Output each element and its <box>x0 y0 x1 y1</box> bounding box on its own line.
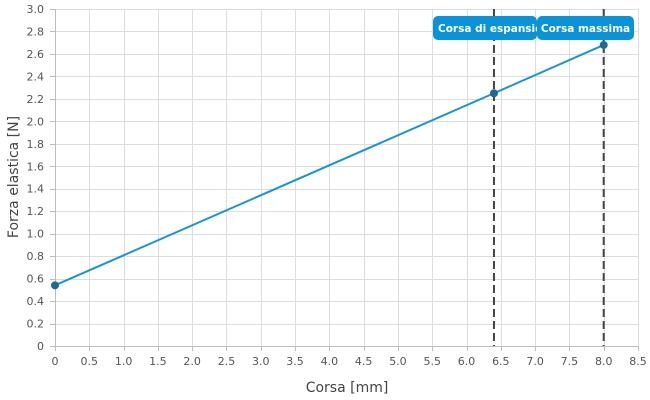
x-axis-title: Corsa [mm] <box>306 380 389 396</box>
y-tick-label: 2.8 <box>27 25 45 38</box>
y-tick-label: 0.4 <box>27 295 45 308</box>
chart-series <box>51 40 608 290</box>
y-tick-label: 0 <box>37 340 44 353</box>
x-tick-label: 2.0 <box>183 355 201 368</box>
y-tick-label: 2.0 <box>27 115 45 128</box>
chart-ticks: 0 0.5 1.0 1.5 2.0 2.5 3.0 3.5 4.0 4.5 5.0 5.5 6.0 6.5… <box>27 3 647 368</box>
y-tick-label: 1.2 <box>27 205 45 218</box>
x-tick-label: 8.0 <box>595 355 613 368</box>
annotation-box <box>433 16 537 40</box>
y-tick-label: 1.8 <box>27 138 45 151</box>
x-tick-label: 6.5 <box>492 355 510 368</box>
y-tick-label: 2.4 <box>27 70 45 83</box>
y-axis-title: Forza elastica [N] <box>6 116 22 238</box>
annotation-box <box>537 16 634 40</box>
y-tick-label: 1.6 <box>27 160 45 173</box>
x-tick-label: 3.5 <box>286 355 304 368</box>
marker-annotation: Corsa massima <box>537 16 634 40</box>
annotation-label: Corsa massima <box>541 23 630 35</box>
chart-grid <box>55 9 639 347</box>
y-tick-label: 2.6 <box>27 48 45 61</box>
x-tick-label: 5.0 <box>389 355 407 368</box>
x-tick-label: 3.0 <box>252 355 270 368</box>
chart-markers <box>492 9 605 346</box>
x-tick-label: 2.5 <box>218 355 236 368</box>
annotation-label: Corsa di espansione <box>438 23 557 35</box>
x-tick-label: 5.5 <box>423 355 441 368</box>
y-tick-label: 3.0 <box>27 3 45 16</box>
x-tick-label: 4.0 <box>321 355 339 368</box>
x-tick-label: 0.5 <box>81 355 99 368</box>
x-tick-label: 0 <box>52 355 59 368</box>
x-tick-label: 7.0 <box>526 355 544 368</box>
x-tick-label: 1.0 <box>115 355 133 368</box>
marker-annotation: Corsa di espansione <box>433 16 557 40</box>
data-point[interactable] <box>51 281 59 290</box>
y-tick-label: 1.0 <box>27 228 45 241</box>
y-tick-label: 0.8 <box>27 250 45 263</box>
x-tick-label: 7.5 <box>561 355 579 368</box>
x-tick-label: 1.5 <box>149 355 167 368</box>
x-tick-label: 8.5 <box>629 355 647 368</box>
x-tick-label: 6.0 <box>458 355 476 368</box>
chart-axes <box>55 9 638 347</box>
data-point[interactable] <box>599 40 608 49</box>
data-point[interactable] <box>489 89 498 98</box>
y-tick-label: 0.2 <box>27 318 45 331</box>
y-tick-label: 0.6 <box>27 273 45 286</box>
y-tick-label: 1.4 <box>27 183 45 196</box>
x-tick-label: 4.5 <box>355 355 373 368</box>
y-tick-label: 2.2 <box>27 93 45 106</box>
